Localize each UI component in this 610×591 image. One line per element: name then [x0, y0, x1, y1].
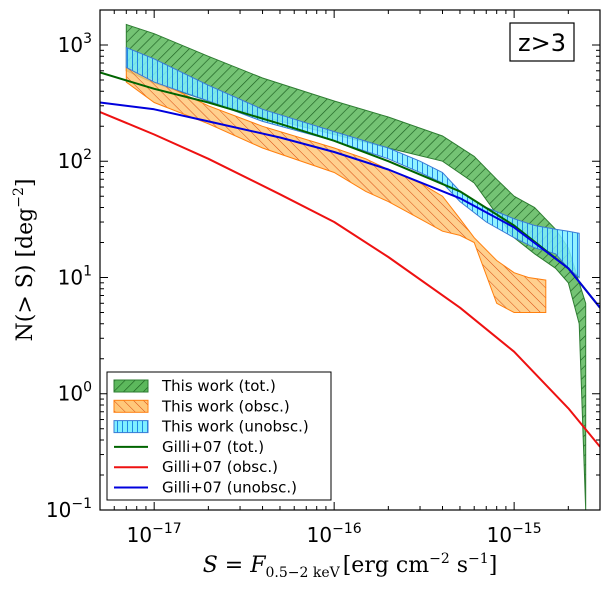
band-this-work-obsc-hatch: [125, 65, 547, 313]
x-axis-title-close: ]: [489, 553, 498, 578]
x-axis-title-units: [erg cm: [343, 553, 430, 578]
y-ticks: 103 102 101 100 10−1: [46, 9, 600, 522]
y-axis-title-close: ]: [13, 179, 38, 188]
x-axis-title-s: s: [450, 553, 468, 578]
legend-label: This work (obsc.): [161, 397, 290, 415]
line-gilli-07-obsc: [100, 111, 600, 448]
x-tick-label: 10−17: [127, 521, 182, 547]
annotation-box: z>3: [509, 22, 575, 62]
y-tick-label: 101: [58, 263, 92, 289]
x-axis-title-sub: 0.5−2 keV: [265, 565, 340, 581]
x-axis-title-main: S = F: [203, 553, 266, 578]
legend-label: Gilli+07 (unobsc.): [162, 479, 297, 497]
x-tick-label: 10−16: [307, 521, 362, 547]
legend-item: This work (tot.): [113, 377, 276, 395]
legend-frame: [106, 371, 332, 501]
y-axis-title-exp: −2: [11, 187, 27, 208]
x-tick-label: 10−15: [487, 521, 542, 547]
legend-item: This work (unobsc.): [113, 418, 309, 436]
legend-label: This work (unobsc.): [161, 418, 309, 436]
y-tick-label: 103: [58, 31, 92, 57]
y-tick-label: 100: [58, 380, 92, 406]
y-tick-label: 102: [58, 147, 92, 173]
y-tick-label: 10−1: [46, 496, 92, 522]
legend-swatch: [113, 399, 149, 413]
legend-label: This work (tot.): [161, 377, 276, 395]
legend-swatch: [113, 420, 149, 434]
y-axis-title: N(> S) [deg−2]: [11, 179, 38, 342]
legend-item: This work (obsc.): [113, 397, 290, 415]
legend-swatch: [113, 379, 149, 393]
legend-item: Gilli+07 (unobsc.): [114, 479, 297, 497]
model-lines: [100, 71, 600, 448]
x-axis-title-exp1: −2: [429, 551, 450, 567]
legend-label: Gilli+07 (tot.): [162, 438, 264, 456]
annotation-label: z>3: [518, 29, 566, 57]
legend-label: Gilli+07 (obsc.): [162, 458, 278, 476]
plot-area: [100, 23, 600, 510]
legend-item: Gilli+07 (obsc.): [114, 458, 278, 476]
x-axis-title-exp2: −1: [468, 551, 489, 567]
legend-item: Gilli+07 (tot.): [114, 438, 264, 456]
x-axis-title: S = F0.5−2 keV [erg cm−2 s−1]: [203, 551, 498, 581]
plot-frame: [99, 9, 601, 511]
legend: This work (tot.) This work (obsc.) This wo…: [106, 371, 332, 501]
x-ticks: 10−17 10−16 10−15: [99, 10, 569, 547]
y-axis-title-main: N(> S) [deg: [13, 208, 38, 342]
line-gilli-07-unobsc: [100, 101, 600, 309]
